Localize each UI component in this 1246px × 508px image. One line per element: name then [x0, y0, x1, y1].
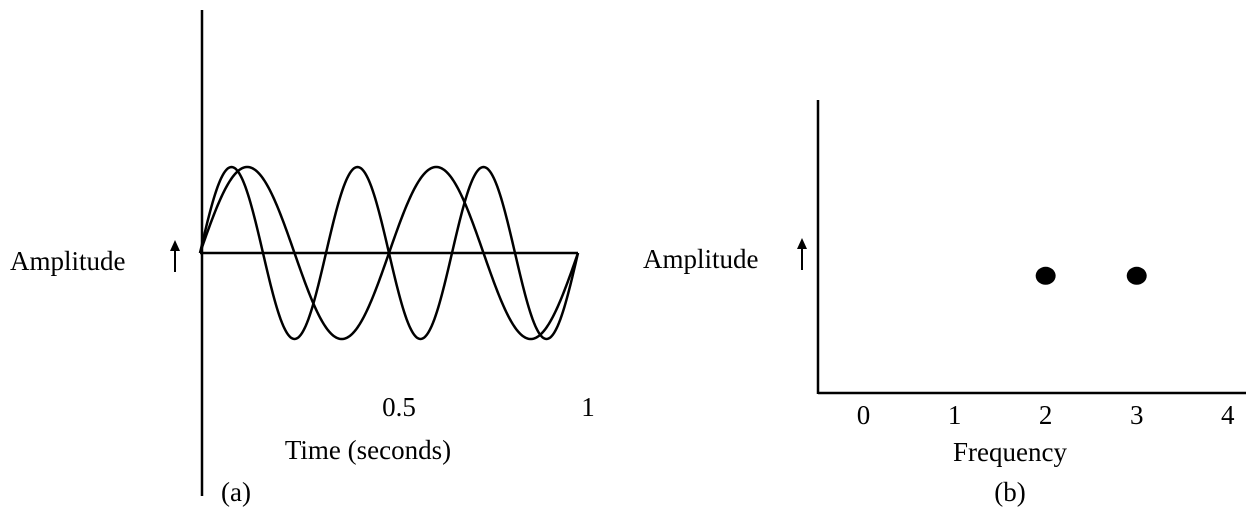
panel-b-y-arrow-icon	[797, 238, 807, 270]
panel-b-frequency-domain: 0 1 2 3 4 Amplitude Frequency (b)	[643, 100, 1246, 507]
panel-a-x-tick-label: 1	[581, 392, 595, 422]
panel-a-y-arrow-icon	[170, 240, 180, 272]
panel-b-xlabel: Frequency	[953, 437, 1067, 467]
panel-b-x-tick-label: 3	[1130, 400, 1144, 430]
panel-a-time-domain: 0.5 1 Amplitude Time (seconds) (a)	[10, 10, 595, 507]
panel-a-ylabel: Amplitude	[10, 246, 126, 276]
panel-b-point-2	[1126, 266, 1147, 285]
panel-a-xlabel: Time (seconds)	[285, 435, 451, 465]
panel-a-x-tick-labels: 0.5 1	[382, 392, 595, 422]
panel-b-x-tick-labels: 0 1 2 3 4	[857, 400, 1235, 430]
panel-b-points-group	[1035, 266, 1147, 285]
panel-b-x-tick-label: 4	[1221, 400, 1235, 430]
panel-a-panel-label: (a)	[221, 477, 251, 507]
panel-b-x-tick-label: 2	[1039, 400, 1053, 430]
panel-b-x-tick-label: 0	[857, 400, 871, 430]
panel-a-series-group	[198, 165, 580, 341]
panel-b-panel-label: (b)	[994, 477, 1025, 507]
panel-b-point-1	[1035, 266, 1056, 285]
panel-a-x-tick-label: 0.5	[382, 392, 416, 422]
panel-a-series-2-line	[198, 165, 580, 341]
panel-b-ylabel: Amplitude	[643, 244, 759, 274]
panel-b-x-tick-label: 1	[948, 400, 962, 430]
